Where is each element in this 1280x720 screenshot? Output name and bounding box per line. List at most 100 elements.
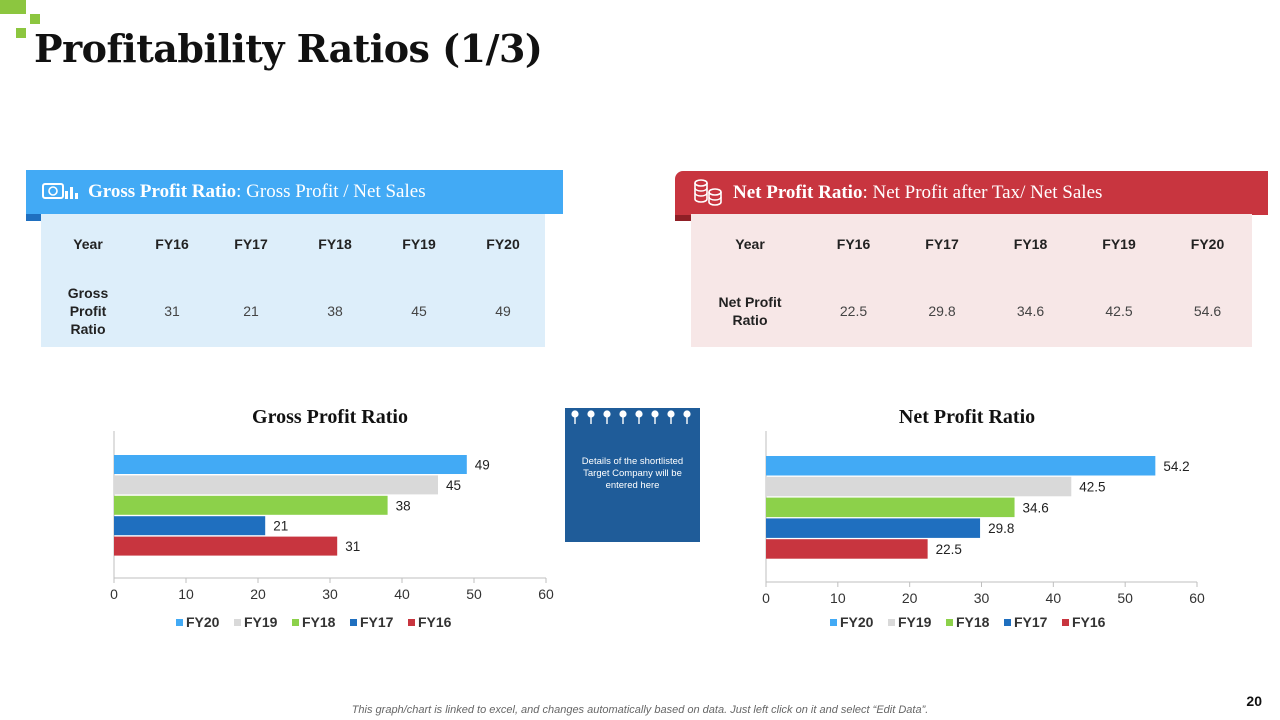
bar bbox=[766, 497, 1015, 518]
gross-profit-table: Year FY16 FY17 FY18 FY19 FY20 Gross Prof… bbox=[41, 214, 545, 347]
x-tick-label: 0 bbox=[110, 586, 118, 602]
gross-heading-colon: : bbox=[236, 181, 242, 202]
table-header-cell: FY16 bbox=[155, 236, 189, 252]
data-label: 34.6 bbox=[1023, 500, 1049, 515]
accent-square bbox=[0, 0, 26, 14]
x-tick-label: 60 bbox=[1189, 590, 1205, 606]
footer-note: This graph/chart is linked to excel, and… bbox=[351, 704, 929, 716]
bar bbox=[114, 495, 388, 515]
legend-label: FY18 bbox=[956, 614, 990, 630]
legend-swatch bbox=[234, 619, 241, 626]
table-cell: 34.6 bbox=[1016, 302, 1045, 319]
legend-label: FY20 bbox=[186, 614, 220, 630]
legend-swatch bbox=[350, 619, 357, 626]
table-header-cell: FY16 bbox=[836, 236, 871, 252]
net-heading-colon: : bbox=[862, 182, 868, 203]
x-tick-label: 20 bbox=[250, 586, 266, 602]
bar bbox=[114, 536, 338, 556]
bar bbox=[114, 516, 266, 536]
accent-square bbox=[16, 28, 26, 38]
table-header-year: Year bbox=[73, 236, 103, 252]
table-header-cell: FY20 bbox=[486, 236, 520, 252]
gross-heading-bold: Gross Profit Ratio bbox=[88, 181, 237, 202]
gross-profit-bar-chart: 0 10 20 30 40 50 60 49 45 38 21 31 FY20 FY19 FY18 FY17 F… bbox=[110, 431, 554, 630]
table-row-label: Gross Profit Ratio bbox=[67, 284, 109, 337]
x-tick-label: 50 bbox=[466, 586, 482, 602]
net-heading-bold: Net Profit Ratio bbox=[733, 182, 863, 203]
bar bbox=[766, 456, 1156, 476]
table-header-cell: FY17 bbox=[234, 236, 268, 252]
banner-fold bbox=[675, 213, 691, 221]
net-heading-rest: Net Profit after Tax/ Net Sales bbox=[867, 182, 1103, 203]
legend-swatch bbox=[1062, 619, 1069, 626]
table-header-cell: FY19 bbox=[402, 236, 436, 252]
legend-swatch bbox=[830, 619, 837, 626]
legend-swatch bbox=[1004, 619, 1011, 626]
gross-profit-banner: Gross Profit Ratio: Gross Profit / Net S… bbox=[26, 170, 563, 214]
legend-label: FY17 bbox=[1014, 614, 1048, 630]
table-cell: 45 bbox=[411, 302, 427, 319]
gross-heading-rest: Gross Profit / Net Sales bbox=[241, 181, 426, 202]
coins-icon bbox=[691, 178, 723, 208]
table-cell: 38 bbox=[327, 302, 343, 319]
legend-label: FY16 bbox=[1072, 614, 1106, 630]
data-label: 38 bbox=[396, 498, 411, 513]
banner-fold bbox=[26, 213, 42, 221]
legend-label: FY19 bbox=[898, 614, 932, 630]
table-cell: 49 bbox=[495, 302, 511, 319]
legend-swatch bbox=[292, 619, 299, 626]
legend-swatch bbox=[408, 619, 415, 626]
bar bbox=[766, 476, 1072, 497]
data-label: 54.2 bbox=[1163, 459, 1189, 474]
net-profit-banner: Net Profit Ratio: Net Profit after Tax/ … bbox=[675, 171, 1268, 215]
legend-label: FY16 bbox=[418, 614, 452, 630]
x-tick-label: 30 bbox=[974, 590, 990, 606]
legend-label: FY20 bbox=[840, 614, 874, 630]
x-tick-label: 10 bbox=[178, 586, 194, 602]
net-profit-table: Year FY16 FY17 FY18 FY19 FY20 Net Profit… bbox=[691, 214, 1252, 347]
table-header-cell: FY17 bbox=[925, 236, 959, 252]
table-header-cell: FY18 bbox=[318, 236, 352, 252]
table-header-cell: FY19 bbox=[1102, 236, 1136, 252]
data-label: 22.5 bbox=[936, 542, 962, 557]
data-label: 29.8 bbox=[988, 521, 1014, 536]
data-label: 21 bbox=[273, 519, 288, 534]
x-tick-label: 40 bbox=[1046, 590, 1062, 606]
data-label: 42.5 bbox=[1079, 480, 1105, 495]
x-tick-label: 20 bbox=[902, 590, 918, 606]
bar bbox=[114, 475, 438, 495]
bar bbox=[766, 518, 981, 538]
net-profit-bar-chart: 0 10 20 30 40 50 60 54.2 42.5 34.6 29.8 22.5 FY20 FY1… bbox=[762, 431, 1205, 630]
legend-label: FY19 bbox=[244, 614, 278, 630]
legend-label: FY17 bbox=[360, 614, 394, 630]
table-cell: 21 bbox=[243, 302, 259, 319]
x-tick-label: 10 bbox=[830, 590, 846, 606]
note-text: Details of the shortlisted Target Compan… bbox=[581, 456, 684, 491]
table-cell: 42.5 bbox=[1105, 302, 1133, 319]
table-cell: 29.8 bbox=[928, 302, 956, 319]
legend-swatch bbox=[888, 619, 895, 626]
x-tick-label: 40 bbox=[394, 586, 410, 602]
data-label: 49 bbox=[475, 458, 490, 473]
page-number: 20 bbox=[1246, 693, 1262, 709]
legend-swatch bbox=[176, 619, 183, 626]
gross-chart-title: Gross Profit Ratio bbox=[252, 406, 408, 428]
bar bbox=[766, 539, 928, 559]
x-tick-label: 30 bbox=[322, 586, 338, 602]
x-tick-label: 60 bbox=[538, 586, 554, 602]
table-cell: 31 bbox=[164, 302, 180, 319]
net-chart-title: Net Profit Ratio bbox=[898, 406, 1036, 428]
data-label: 45 bbox=[446, 478, 461, 493]
table-header-cell: FY18 bbox=[1013, 236, 1048, 252]
table-cell: 22.5 bbox=[839, 302, 868, 319]
note-card: Details of the shortlisted Target Compan… bbox=[565, 408, 700, 542]
x-tick-label: 0 bbox=[762, 590, 770, 606]
table-header-year: Year bbox=[735, 236, 765, 252]
spiral-binding-icon bbox=[571, 410, 691, 424]
table-header-cell: FY20 bbox=[1190, 236, 1225, 252]
table-cell: 54.6 bbox=[1193, 302, 1222, 319]
table-row-label: Net Profit Ratio bbox=[718, 293, 782, 328]
x-tick-label: 50 bbox=[1117, 590, 1133, 606]
bar bbox=[114, 455, 467, 474]
accent-square bbox=[30, 14, 40, 24]
